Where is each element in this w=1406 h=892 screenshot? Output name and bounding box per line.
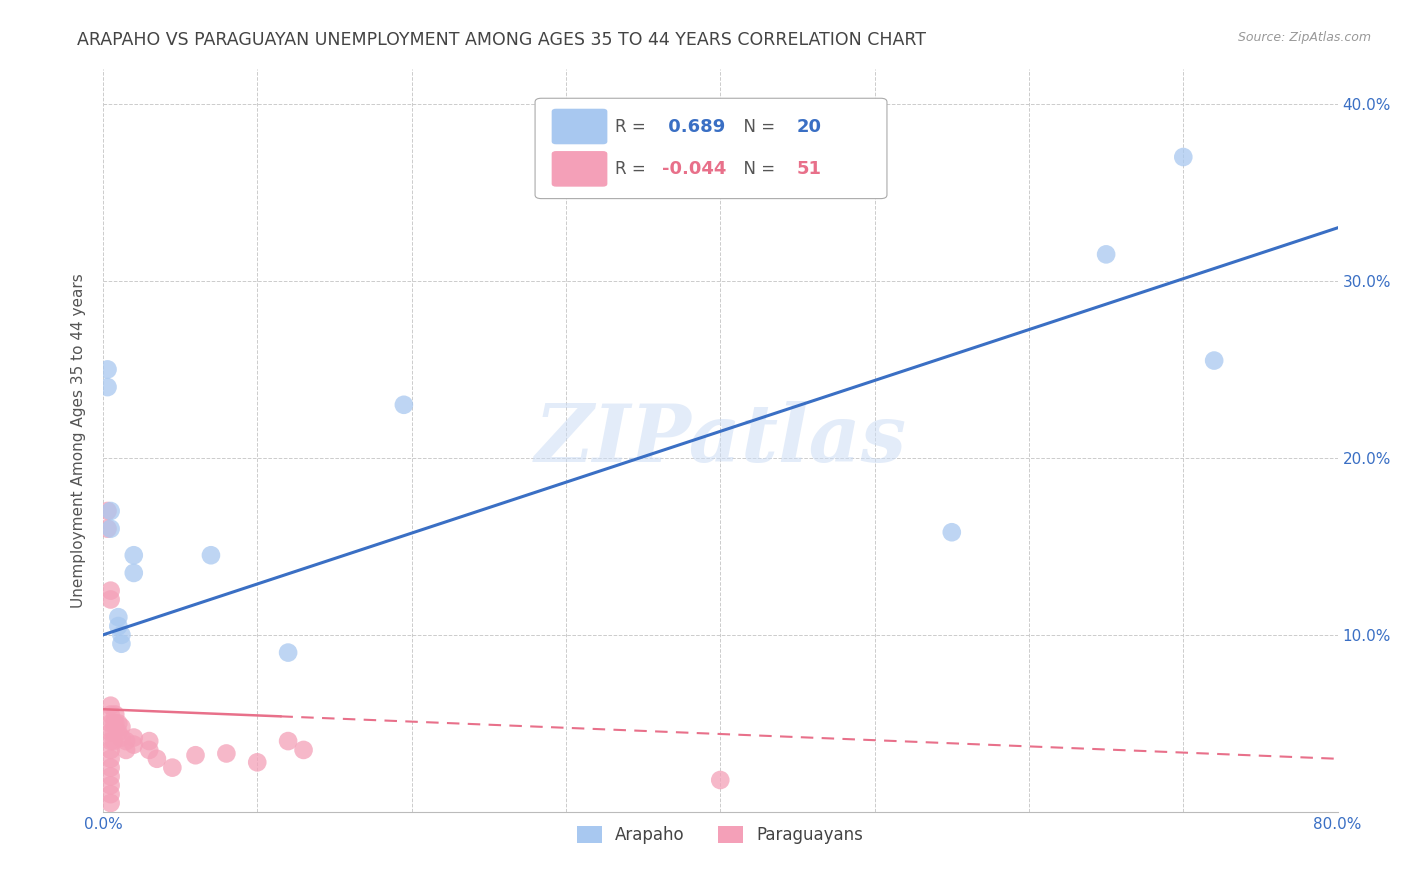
Point [392,398,415,412]
Point [100,698,122,713]
Text: N =: N = [733,160,780,178]
Text: ARAPAHO VS PARAGUAYAN UNEMPLOYMENT AMONG AGES 35 TO 44 YEARS CORRELATION CHART: ARAPAHO VS PARAGUAYAN UNEMPLOYMENT AMONG… [77,31,927,49]
Point [100,743,122,757]
Point [107,610,129,624]
Point [100,787,122,801]
Point [103,716,125,731]
Text: N =: N = [733,118,780,136]
Text: 0.689: 0.689 [662,118,725,136]
Point [100,522,122,536]
Point [1204,353,1226,368]
Point [107,725,129,739]
Text: R =: R = [616,118,651,136]
Point [941,525,963,540]
Point [200,548,222,562]
Point [146,752,169,766]
Point [96,380,118,394]
Point [246,756,269,770]
Point [100,778,122,792]
Y-axis label: Unemployment Among Ages 35 to 44 years: Unemployment Among Ages 35 to 44 years [72,273,86,607]
Point [100,769,122,783]
Text: -0.044: -0.044 [662,160,727,178]
Legend: Arapaho, Paraguayans: Arapaho, Paraguayans [576,826,863,845]
Point [100,734,122,748]
Point [1095,247,1118,261]
Point [138,743,160,757]
Point [96,362,118,376]
Point [104,716,127,731]
Text: R =: R = [616,160,651,178]
Point [215,747,238,761]
Point [110,720,132,734]
Point [138,734,160,748]
Point [122,738,145,752]
Point [110,731,132,745]
Point [100,796,122,810]
Text: 51: 51 [797,160,823,178]
Point [1173,150,1195,164]
Point [107,716,129,731]
Point [103,734,125,748]
Text: 20: 20 [797,118,823,136]
Point [110,637,132,651]
FancyBboxPatch shape [553,110,606,144]
Point [292,743,315,757]
Point [107,619,129,633]
Point [122,548,145,562]
Point [277,646,299,660]
Point [100,583,122,598]
Point [100,725,122,739]
Point [100,761,122,775]
Point [100,752,122,766]
FancyBboxPatch shape [553,152,606,186]
Point [96,522,118,536]
Point [122,731,145,745]
Point [100,716,122,731]
Point [104,707,127,722]
Point [110,628,132,642]
Point [100,592,122,607]
Point [709,772,731,787]
Point [122,566,145,580]
Text: ZIPatlas: ZIPatlas [534,401,907,479]
Point [277,734,299,748]
Point [103,725,125,739]
Point [162,761,184,775]
Point [100,504,122,518]
Point [100,707,122,722]
Point [115,743,138,757]
Point [96,504,118,518]
FancyBboxPatch shape [536,98,887,199]
Text: Source: ZipAtlas.com: Source: ZipAtlas.com [1237,31,1371,45]
Point [184,748,207,763]
Point [115,734,138,748]
